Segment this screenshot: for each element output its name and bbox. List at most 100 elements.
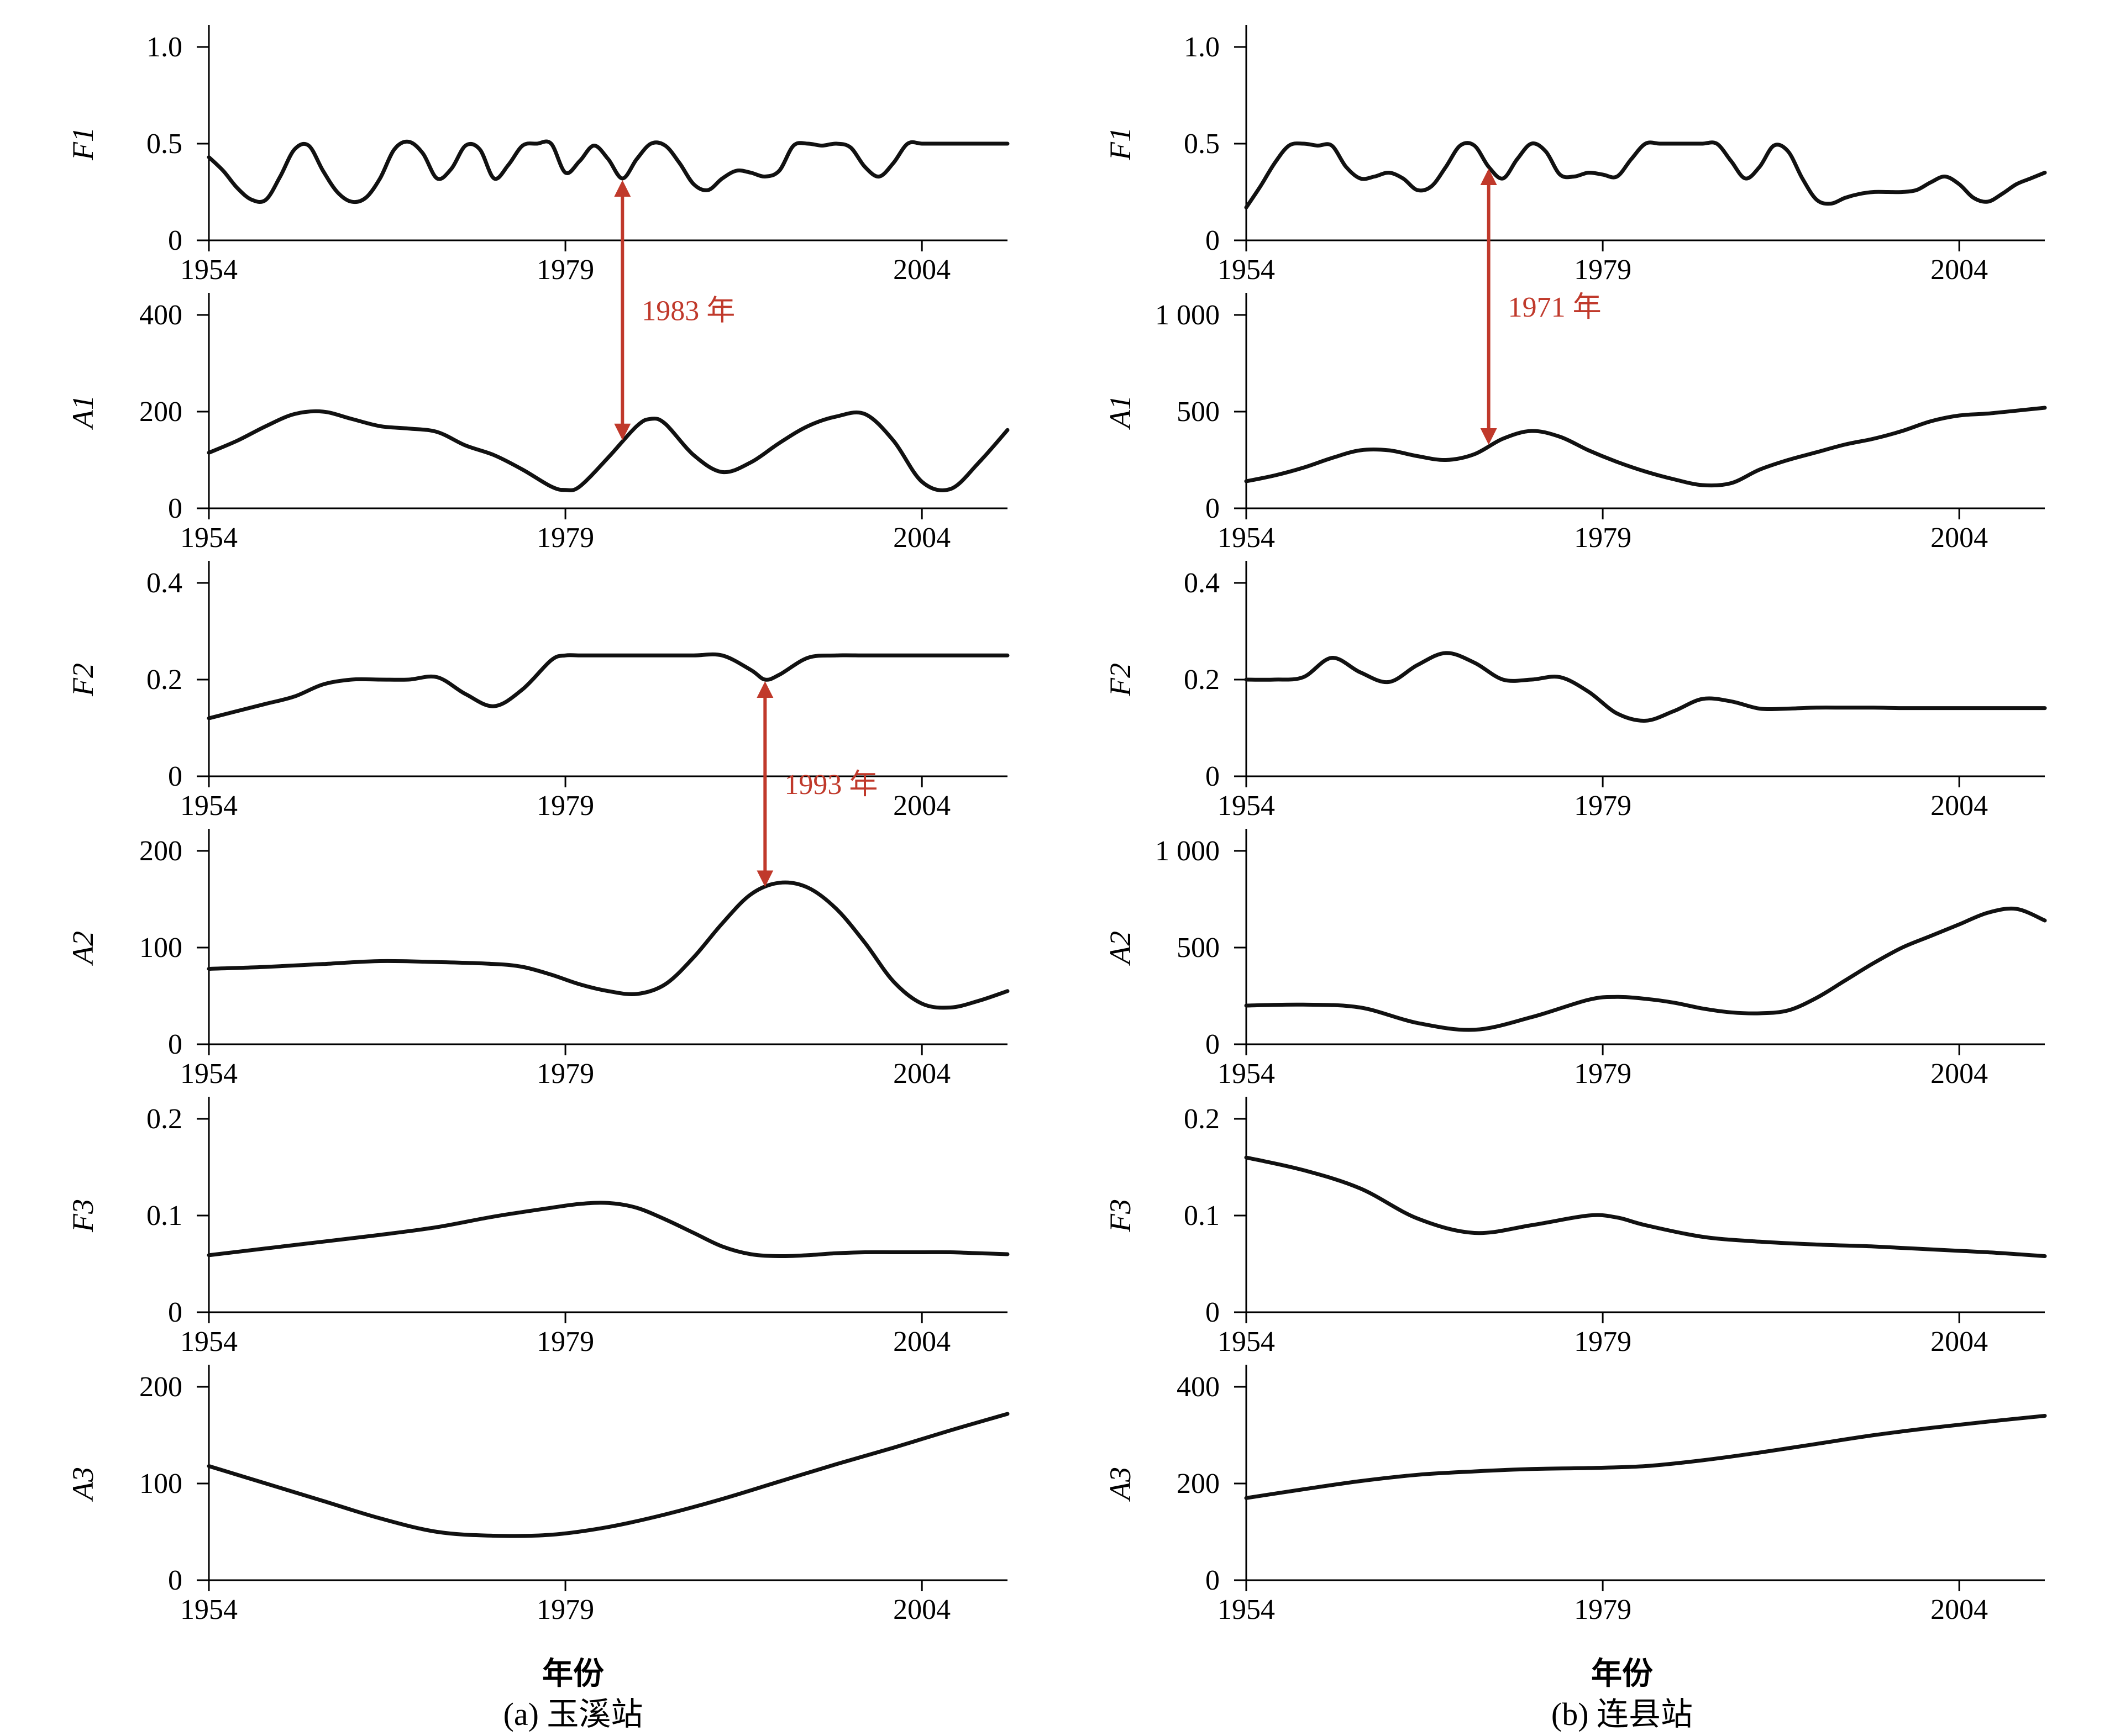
x-tick-label: 1979 bbox=[1574, 522, 1631, 554]
plot-a-f2: 0 0.2 0.4 1954 1979 2004 F2 bbox=[66, 561, 1010, 822]
y-axis-label: F3 bbox=[1104, 1199, 1137, 1233]
x-tick-label: 1954 bbox=[1217, 522, 1275, 554]
x-tick-label: 1979 bbox=[1574, 790, 1631, 822]
x-tick-label: 2004 bbox=[893, 1594, 951, 1625]
x-tick-label: 1979 bbox=[537, 522, 594, 554]
y-axis-label: A3 bbox=[1104, 1467, 1137, 1502]
y-tick-label: 400 bbox=[139, 299, 182, 331]
y-axis-label: A2 bbox=[66, 931, 99, 966]
x-axis-title-left: 年份 bbox=[542, 1657, 604, 1691]
x-tick-label: 1979 bbox=[537, 1058, 594, 1090]
series-line bbox=[207, 880, 1010, 1010]
x-tick-label: 2004 bbox=[1930, 790, 1988, 822]
y-tick-label: 0 bbox=[1205, 493, 1220, 524]
y-tick-label: 0.2 bbox=[146, 664, 182, 696]
y-tick-label: 1.0 bbox=[1184, 31, 1220, 63]
plot-a-f3: 0 0.1 0.2 1954 1979 2004 F3 bbox=[66, 1097, 1010, 1358]
x-tick-label: 1954 bbox=[1217, 254, 1275, 286]
x-tick-label: 1954 bbox=[180, 1326, 238, 1358]
x-tick-label: 2004 bbox=[1930, 522, 1988, 554]
x-tick-label: 1979 bbox=[1574, 254, 1631, 286]
x-tick-label: 1954 bbox=[180, 790, 238, 822]
y-tick-label: 500 bbox=[1177, 396, 1220, 428]
x-tick-label: 2004 bbox=[893, 790, 951, 822]
x-tick-label: 1979 bbox=[1574, 1326, 1631, 1358]
plot-b-f1: 0 0.5 1.0 1954 1979 2004 F1 bbox=[1104, 25, 2047, 286]
x-tick-label: 1979 bbox=[537, 790, 594, 822]
x-tick-label: 2004 bbox=[1930, 1326, 1988, 1358]
y-tick-label: 0 bbox=[168, 493, 182, 524]
y-tick-label: 1 000 bbox=[1155, 299, 1220, 331]
x-tick-label: 1979 bbox=[537, 254, 594, 286]
x-tick-label: 2004 bbox=[893, 1058, 951, 1090]
y-tick-label: 0.4 bbox=[1184, 567, 1220, 599]
series-line bbox=[1244, 906, 2047, 1032]
y-tick-label: 0.1 bbox=[146, 1200, 182, 1232]
annotation-3: 1971 年 bbox=[1480, 169, 1602, 445]
x-tick-label: 1954 bbox=[1217, 1058, 1275, 1090]
series-line bbox=[207, 1412, 1010, 1538]
series-line bbox=[207, 409, 1010, 492]
y-tick-label: 200 bbox=[139, 835, 182, 867]
y-tick-label: 0.2 bbox=[1184, 664, 1220, 696]
y-tick-label: 400 bbox=[1177, 1371, 1220, 1403]
y-tick-label: 0 bbox=[168, 1297, 182, 1328]
y-tick-label: 0.4 bbox=[146, 567, 182, 599]
x-tick-label: 2004 bbox=[1930, 254, 1988, 286]
y-tick-label: 0.1 bbox=[1184, 1200, 1220, 1232]
series-line bbox=[207, 652, 1010, 720]
annotation-2: 1993 年 bbox=[757, 681, 878, 887]
y-axis-label: A3 bbox=[66, 1467, 99, 1502]
x-tick-label: 1979 bbox=[537, 1594, 594, 1625]
y-tick-label: 0 bbox=[1205, 1565, 1220, 1596]
y-axis-label: F2 bbox=[1104, 663, 1137, 697]
y-tick-label: 0 bbox=[1205, 225, 1220, 256]
series-line bbox=[1244, 651, 2047, 723]
annotation-1: 1983 年 bbox=[614, 180, 735, 440]
y-axis-label: A2 bbox=[1104, 931, 1137, 966]
x-tick-label: 2004 bbox=[893, 1326, 951, 1358]
x-tick-label: 2004 bbox=[893, 254, 951, 286]
annotation-label: 1993 年 bbox=[784, 769, 878, 801]
plot-b-f2: 0 0.2 0.4 1954 1979 2004 F2 bbox=[1104, 561, 2047, 822]
annotation-label: 1983 年 bbox=[642, 295, 735, 327]
x-tick-label: 2004 bbox=[1930, 1594, 1988, 1625]
y-axis-label: F1 bbox=[66, 127, 99, 161]
x-tick-label: 2004 bbox=[893, 522, 951, 554]
y-tick-label: 1.0 bbox=[146, 31, 182, 63]
y-tick-label: 200 bbox=[139, 1371, 182, 1403]
x-tick-label: 1979 bbox=[1574, 1594, 1631, 1625]
y-tick-label: 100 bbox=[139, 932, 182, 964]
y-tick-label: 0 bbox=[168, 1565, 182, 1596]
y-tick-label: 0.5 bbox=[146, 128, 182, 160]
caption-left: (a) 玉溪站 bbox=[503, 1696, 643, 1732]
plot-a-a1: 0 200 400 1954 1979 2004 A1 bbox=[66, 293, 1010, 554]
x-tick-label: 1954 bbox=[180, 522, 238, 554]
x-tick-label: 1954 bbox=[1217, 790, 1275, 822]
y-tick-label: 200 bbox=[139, 396, 182, 428]
y-axis-label: A1 bbox=[66, 395, 99, 430]
y-tick-label: 0 bbox=[1205, 1297, 1220, 1328]
x-tick-label: 1979 bbox=[1574, 1058, 1631, 1090]
caption-right: (b) 连县站 bbox=[1551, 1696, 1693, 1732]
y-tick-label: 0.2 bbox=[146, 1103, 182, 1135]
y-tick-label: 1 000 bbox=[1155, 835, 1220, 867]
series-line bbox=[207, 1201, 1010, 1259]
plot-a-f1: 0 0.5 1.0 1954 1979 2004 F1 bbox=[66, 25, 1010, 286]
x-tick-label: 1979 bbox=[537, 1326, 594, 1358]
y-tick-label: 0 bbox=[168, 1029, 182, 1060]
x-tick-label: 2004 bbox=[1930, 1058, 1988, 1090]
plot-a-a3: 0 100 200 1954 1979 2004 A3 bbox=[66, 1365, 1010, 1625]
y-tick-label: 100 bbox=[139, 1468, 182, 1500]
y-tick-label: 0 bbox=[1205, 761, 1220, 792]
y-axis-label: A1 bbox=[1104, 395, 1137, 430]
plot-a-a2: 0 100 200 1954 1979 2004 A2 bbox=[66, 829, 1010, 1090]
y-tick-label: 0.2 bbox=[1184, 1103, 1220, 1135]
series-line bbox=[207, 139, 1010, 204]
plot-b-a2: 0 500 1 000 1954 1979 2004 A2 bbox=[1104, 829, 2047, 1090]
y-axis-label: F2 bbox=[66, 663, 99, 697]
y-tick-label: 200 bbox=[1177, 1468, 1220, 1500]
series-line bbox=[1244, 1155, 2047, 1258]
series-line bbox=[1244, 406, 2047, 488]
